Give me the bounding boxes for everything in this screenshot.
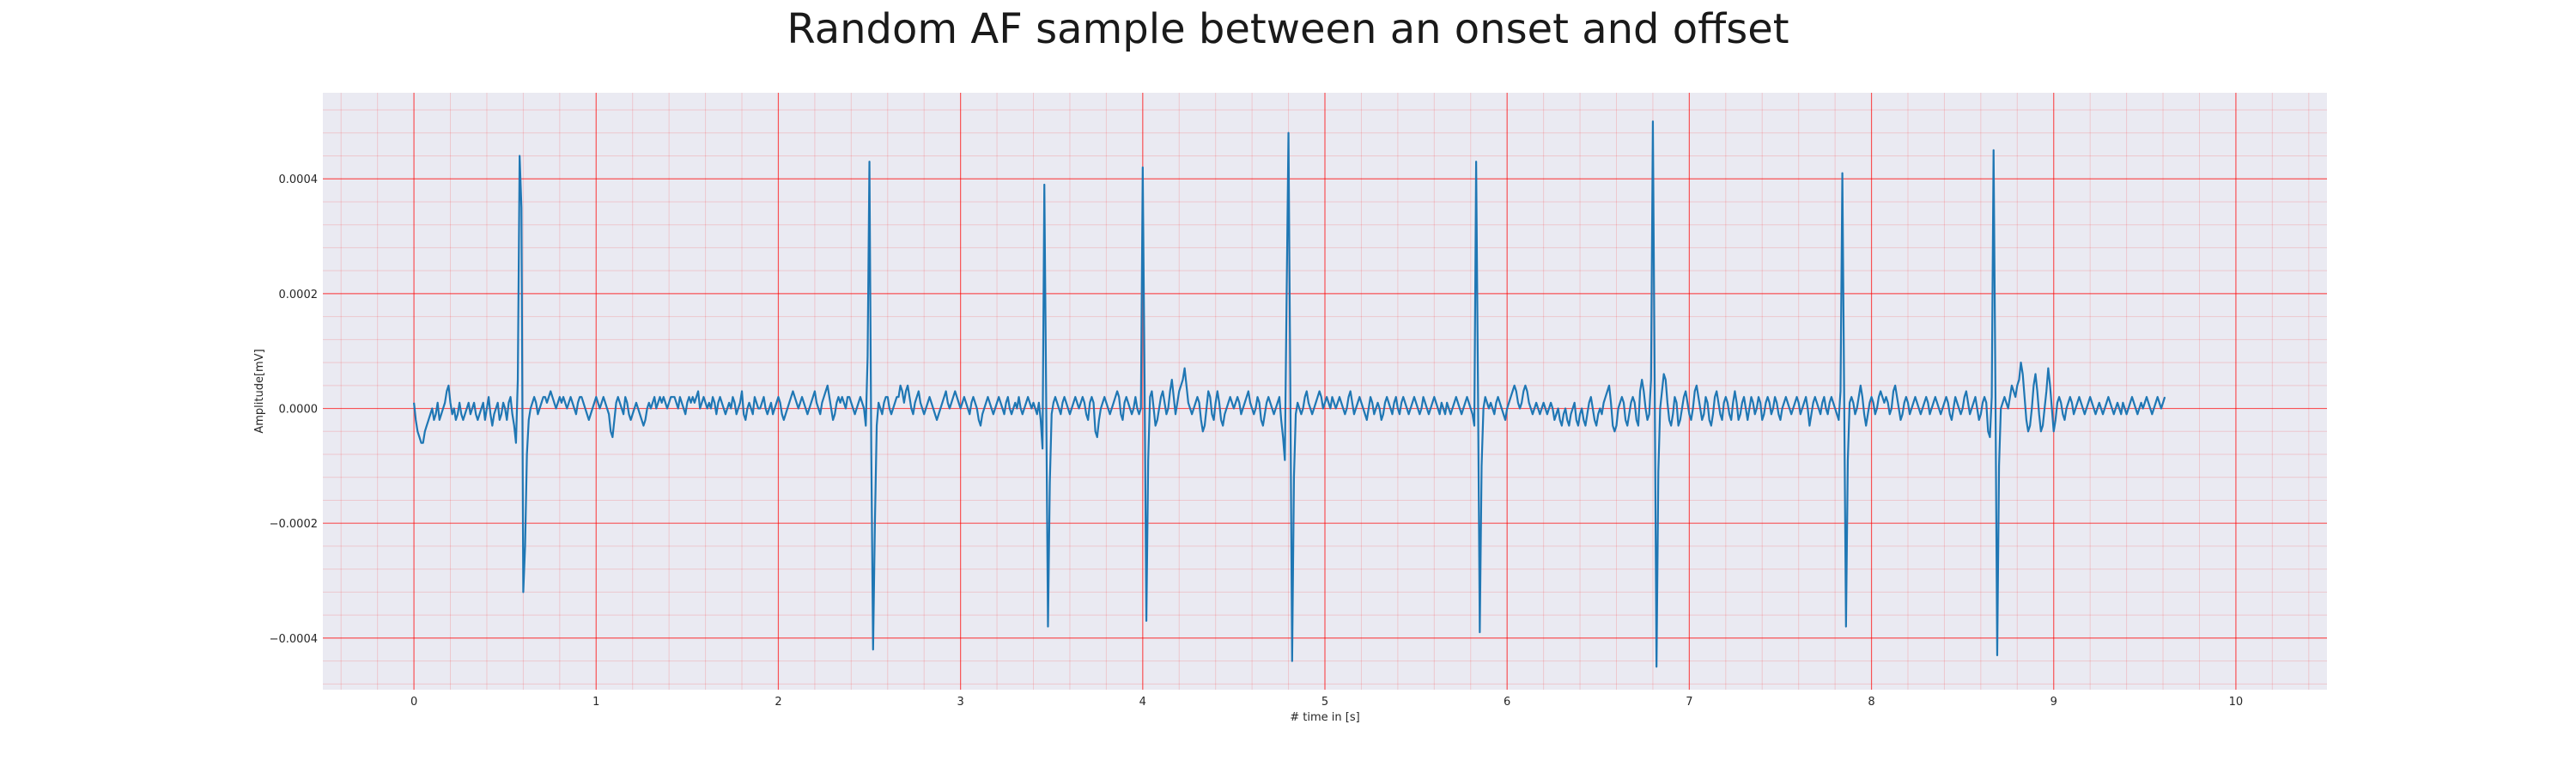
x-tick-label: 7 [1686,696,1692,709]
x-axis-label: # time in [s] [1290,711,1359,724]
x-tick-label: 10 [2229,696,2244,709]
ecg-signal-line [412,120,2166,668]
y-tick-label: 0.0002 [279,289,319,301]
series-group [412,120,2166,668]
y-tick-label: −0.0004 [270,633,318,646]
x-tick-label: 3 [957,696,963,709]
y-tick-labels: −0.0004 −0.0002 0.0000 0.0002 0.0004 [270,173,318,646]
x-tick-label: 2 [775,696,781,709]
x-tick-label: 5 [1321,696,1328,709]
y-tick-label: 0.0000 [279,404,319,417]
y-axis-label: Amplitude[mV] [253,349,266,433]
x-tick-label: 9 [2050,696,2057,709]
y-tick-label: 0.0004 [279,173,319,186]
x-tick-label: 0 [410,696,417,709]
x-tick-label: 4 [1139,696,1146,709]
chart-title: Random AF sample between an onset and of… [787,5,1789,53]
x-tick-label: 6 [1504,696,1510,709]
x-tick-label: 1 [592,696,599,709]
x-tick-labels: 0 1 2 3 4 5 6 7 8 9 10 [410,696,2243,709]
x-tick-label: 8 [1868,696,1874,709]
y-tick-label: −0.0002 [270,518,318,531]
